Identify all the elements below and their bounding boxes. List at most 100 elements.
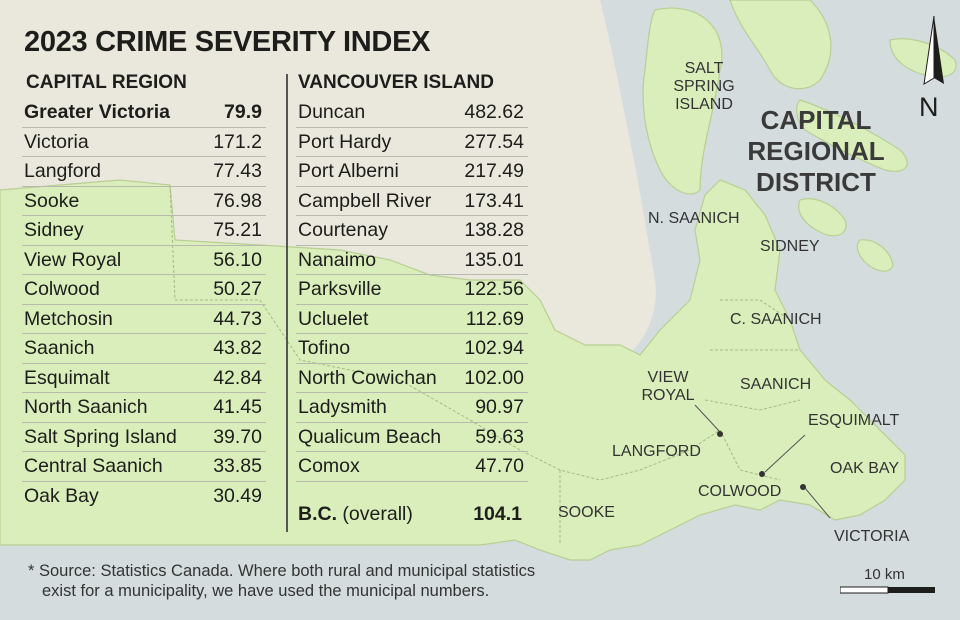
map-label-sidney: SIDNEY bbox=[760, 238, 820, 255]
capital-region-table: Greater Victoria 79.9 Victoria 171.2 Langfor… bbox=[22, 98, 266, 510]
place-name: Central Saanich bbox=[24, 455, 163, 477]
index-value: 42.84 bbox=[213, 366, 262, 389]
map-label-north-saanich: N. SAANICH bbox=[648, 210, 740, 227]
table-row: Campbell River 173.41 bbox=[296, 187, 528, 216]
index-value: 76.98 bbox=[213, 189, 262, 212]
map-label-oak-bay: OAK BAY bbox=[830, 460, 900, 477]
table-row: Greater Victoria 79.9 bbox=[22, 98, 266, 128]
table-row: Ucluelet 112.69 bbox=[296, 305, 528, 334]
table-row: Courtenay 138.28 bbox=[296, 216, 528, 246]
table-row: Sooke 76.98 bbox=[22, 187, 266, 216]
north-arrow-icon bbox=[923, 16, 944, 85]
place-name: Sidney bbox=[24, 219, 84, 241]
table-row: North Cowichan 102.00 bbox=[296, 364, 528, 393]
source-footnote: * Source: Statistics Canada. Where both … bbox=[28, 562, 536, 600]
islet-land bbox=[856, 239, 894, 272]
map-label-esquimalt: ESQUIMALT bbox=[808, 412, 900, 429]
table-row: Oak Bay 30.49 bbox=[22, 482, 266, 511]
vancouver-island-table: Duncan 482.62 Port Hardy 277.54 Port Alberni… bbox=[296, 98, 528, 482]
column-divider bbox=[286, 74, 288, 532]
index-value: 41.45 bbox=[213, 396, 262, 418]
gulf-island-land bbox=[729, 0, 832, 90]
index-value: 122.56 bbox=[464, 278, 524, 300]
place-name: Port Alberni bbox=[298, 160, 399, 182]
table-row: Nanaimo 135.01 bbox=[296, 246, 528, 275]
map-label-victoria: VICTORIA bbox=[834, 528, 910, 545]
place-name: Metchosin bbox=[24, 307, 113, 330]
place-name: Courtenay bbox=[298, 219, 388, 241]
leader-line bbox=[694, 404, 721, 433]
table-row: Salt Spring Island 39.70 bbox=[22, 423, 266, 452]
table-row: View Royal 56.10 bbox=[22, 246, 266, 275]
index-value: 59.63 bbox=[475, 425, 524, 448]
index-value: 217.49 bbox=[464, 160, 524, 182]
index-value: 47.70 bbox=[475, 455, 524, 477]
location-dot bbox=[717, 431, 723, 437]
index-value: 75.21 bbox=[213, 219, 262, 241]
location-dot bbox=[759, 471, 765, 477]
table-row: Central Saanich 33.85 bbox=[22, 452, 266, 482]
index-value: 138.28 bbox=[464, 219, 524, 241]
place-name: Greater Victoria bbox=[24, 101, 170, 123]
municipal-boundary bbox=[559, 299, 801, 545]
scale-bar bbox=[840, 586, 935, 594]
place-name: Langford bbox=[24, 160, 101, 182]
index-value: 43.82 bbox=[213, 337, 262, 359]
map-label-colwood: COLWOOD bbox=[698, 483, 782, 500]
place-name: Qualicum Beach bbox=[298, 425, 442, 448]
table-row: Duncan 482.62 bbox=[296, 98, 528, 128]
place-name: Comox bbox=[298, 455, 360, 477]
table-row: Esquimalt 42.84 bbox=[22, 364, 266, 393]
islet-land bbox=[798, 198, 847, 237]
table-row: Metchosin 44.73 bbox=[22, 305, 266, 334]
gulf-island-east-land bbox=[796, 99, 908, 172]
table-row: Parksville 122.56 bbox=[296, 275, 528, 305]
place-name: Ladysmith bbox=[298, 396, 387, 418]
place-name: Nanaimo bbox=[298, 248, 377, 271]
map-label-central-saanich: C. SAANICH bbox=[730, 311, 822, 328]
table-row: Comox 47.70 bbox=[296, 452, 528, 482]
bc-overall-row: B.C. (overall) 104.1 bbox=[298, 500, 526, 528]
place-name: Saanich bbox=[24, 337, 95, 359]
place-name: Salt Spring Island bbox=[24, 425, 177, 448]
page-title: 2023 CRIME SEVERITY INDEX bbox=[24, 26, 431, 58]
place-name: Port Hardy bbox=[298, 130, 392, 153]
index-value: 277.54 bbox=[464, 130, 524, 153]
crd-land bbox=[0, 179, 906, 561]
salt-spring-island-land bbox=[642, 7, 723, 195]
leader-line bbox=[764, 434, 806, 473]
table-row: Saanich 43.82 bbox=[22, 334, 266, 364]
place-name: Campbell River bbox=[298, 189, 432, 212]
table-row: Port Alberni 217.49 bbox=[296, 157, 528, 187]
place-name: Parksville bbox=[298, 278, 382, 300]
index-value: 79.9 bbox=[224, 101, 262, 123]
bc-overall-label: B.C. (overall) bbox=[298, 503, 413, 525]
map-label-langford: LANGFORD bbox=[612, 443, 701, 460]
index-value: 102.00 bbox=[464, 366, 524, 389]
place-name: Ucluelet bbox=[298, 307, 369, 330]
capital-region-heading: CAPITAL REGION bbox=[26, 72, 187, 93]
place-name: View Royal bbox=[24, 248, 122, 271]
table-row: Qualicum Beach 59.63 bbox=[296, 423, 528, 452]
table-row: Ladysmith 90.97 bbox=[296, 393, 528, 423]
scale-bar-label: 10 km bbox=[864, 566, 905, 583]
table-row: North Saanich 41.45 bbox=[22, 393, 266, 423]
index-value: 171.2 bbox=[213, 130, 262, 153]
table-row: Colwood 50.27 bbox=[22, 275, 266, 305]
index-value: 135.01 bbox=[464, 248, 524, 271]
index-value: 50.27 bbox=[213, 278, 262, 300]
index-value: 39.70 bbox=[213, 425, 262, 448]
place-name: Victoria bbox=[24, 130, 89, 153]
vancouver-island-heading: VANCOUVER ISLAND bbox=[298, 72, 494, 93]
place-name: Oak Bay bbox=[24, 484, 99, 507]
north-letter: N bbox=[919, 92, 939, 122]
map-label-saanich: SAANICH bbox=[740, 376, 812, 393]
bc-overall-value: 104.1 bbox=[473, 503, 522, 525]
map-label-sooke: SOOKE bbox=[558, 504, 615, 521]
location-dot bbox=[800, 484, 806, 490]
table-row: Victoria 171.2 bbox=[22, 128, 266, 157]
index-value: 102.94 bbox=[464, 337, 524, 359]
place-name: Colwood bbox=[24, 278, 100, 300]
table-row: Sidney 75.21 bbox=[22, 216, 266, 246]
